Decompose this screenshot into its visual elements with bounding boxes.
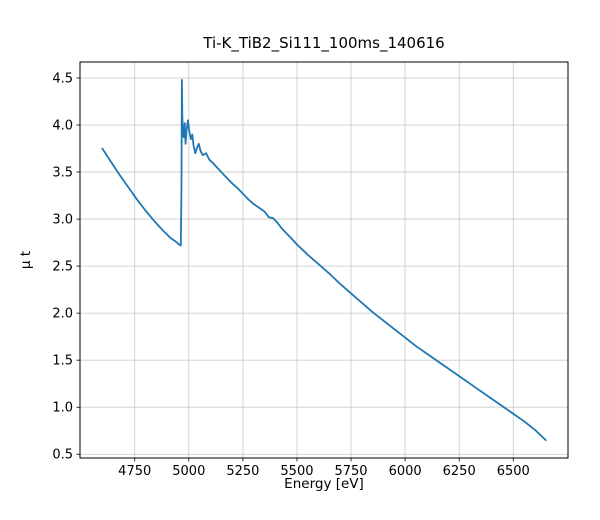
y-axis-label: μ t xyxy=(18,250,34,270)
plot-border xyxy=(79,61,569,459)
x-tick-label: 6000 xyxy=(389,464,422,479)
x-tick-label: 4750 xyxy=(118,464,151,479)
x-tick-label: 5000 xyxy=(172,464,205,479)
y-tick-label: 2.0 xyxy=(52,307,73,322)
data-line xyxy=(101,78,547,442)
y-tick-label: 4.0 xyxy=(52,119,73,134)
x-tick-label: 6500 xyxy=(497,464,530,479)
x-tick-label: 6250 xyxy=(443,464,476,479)
tick-marks xyxy=(76,77,514,462)
y-tick-label: 3.5 xyxy=(52,166,73,181)
x-tick-label: 5500 xyxy=(280,464,313,479)
y-tick-label: 2.5 xyxy=(52,260,73,275)
chart-title: Ti-K_TiB2_Si111_100ms_140616 xyxy=(203,34,445,52)
x-axis-label: Energy [eV] xyxy=(284,476,364,492)
y-tick-label: 4.5 xyxy=(52,71,73,86)
y-tick-label: 3.0 xyxy=(52,213,73,228)
grid-lines xyxy=(80,62,568,458)
y-tick-label: 1.0 xyxy=(52,401,73,416)
x-tick-label: 5250 xyxy=(226,464,259,479)
y-tick-label: 0.5 xyxy=(52,448,73,463)
x-tick-label: 5750 xyxy=(334,464,367,479)
y-tick-label: 1.5 xyxy=(52,354,73,369)
tick-labels: 4750 5000 5250 5500 5750 6000 6250 6500 0.5 1.0 1.… xyxy=(52,71,530,479)
